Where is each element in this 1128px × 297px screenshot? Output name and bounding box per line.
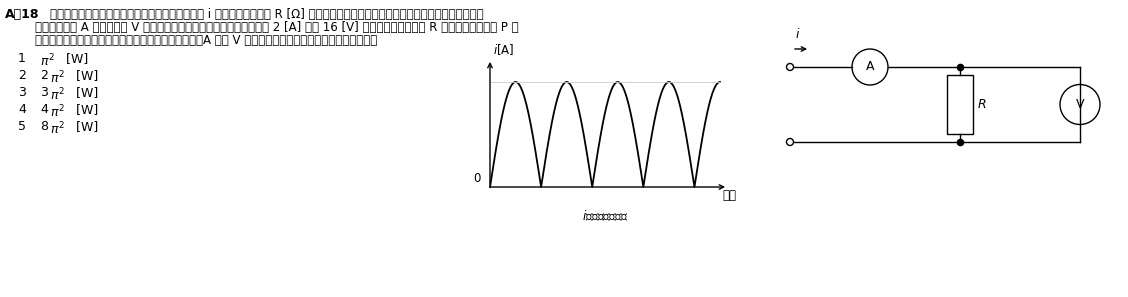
Circle shape [852, 49, 888, 85]
Text: 3: 3 [39, 86, 47, 99]
Text: $\pi^2$: $\pi^2$ [50, 121, 64, 138]
Text: 3: 3 [18, 86, 26, 99]
Text: A－18: A－18 [5, 8, 39, 21]
Text: 1: 1 [18, 52, 26, 65]
Text: $i$: $i$ [795, 27, 801, 41]
Text: [W]: [W] [72, 103, 98, 116]
Text: $i$：全波整流電流: $i$：全波整流電流 [582, 209, 628, 223]
Circle shape [1060, 85, 1100, 124]
Text: 図に示すように、正弦波交流を全波整流した電流 i が流れている抗抗 R [Ω] で消費される電力を測定するために、永久磁石可動コイ: 図に示すように、正弦波交流を全波整流した電流 i が流れている抗抗 R [Ω] … [50, 8, 484, 21]
Bar [948, 75, 973, 134]
Text: 時間: 時間 [722, 189, 735, 202]
Text: 5: 5 [18, 120, 26, 133]
Text: [W]: [W] [62, 52, 88, 65]
Text: 8: 8 [39, 120, 49, 133]
Text: V: V [1076, 98, 1084, 111]
Text: [W]: [W] [72, 86, 98, 99]
Text: 4: 4 [18, 103, 26, 116]
Text: [W]: [W] [72, 120, 98, 133]
Text: 値として、正しいものを下の番号から選べ。ただし、A 及び V の内部抗抗の影響は無視するものとする。: 値として、正しいものを下の番号から選べ。ただし、A 及び V の内部抗抗の影響は… [35, 34, 377, 47]
Text: 0: 0 [474, 172, 481, 185]
Text: [W]: [W] [72, 69, 98, 82]
Circle shape [786, 64, 793, 70]
Text: $\pi^2$: $\pi^2$ [39, 53, 54, 69]
Text: $\pi^2$: $\pi^2$ [50, 87, 64, 104]
Text: $\pi^2$: $\pi^2$ [50, 104, 64, 121]
Text: 2: 2 [18, 69, 26, 82]
Text: A: A [866, 61, 874, 73]
Text: $R$: $R$ [977, 98, 987, 111]
Text: 4: 4 [39, 103, 47, 116]
Text: $i$[A]: $i$[A] [493, 42, 514, 57]
Text: 2: 2 [39, 69, 47, 82]
Circle shape [786, 138, 793, 146]
Text: ル形の電流計 A 及び電圧計 V を接続したところ、それぞれの指示値が 2 [A] 及び 16 [V] であった。このとき R で消費される電力 P の: ル形の電流計 A 及び電圧計 V を接続したところ、それぞれの指示値が 2 [A… [35, 21, 519, 34]
Text: $\pi^2$: $\pi^2$ [50, 70, 64, 87]
